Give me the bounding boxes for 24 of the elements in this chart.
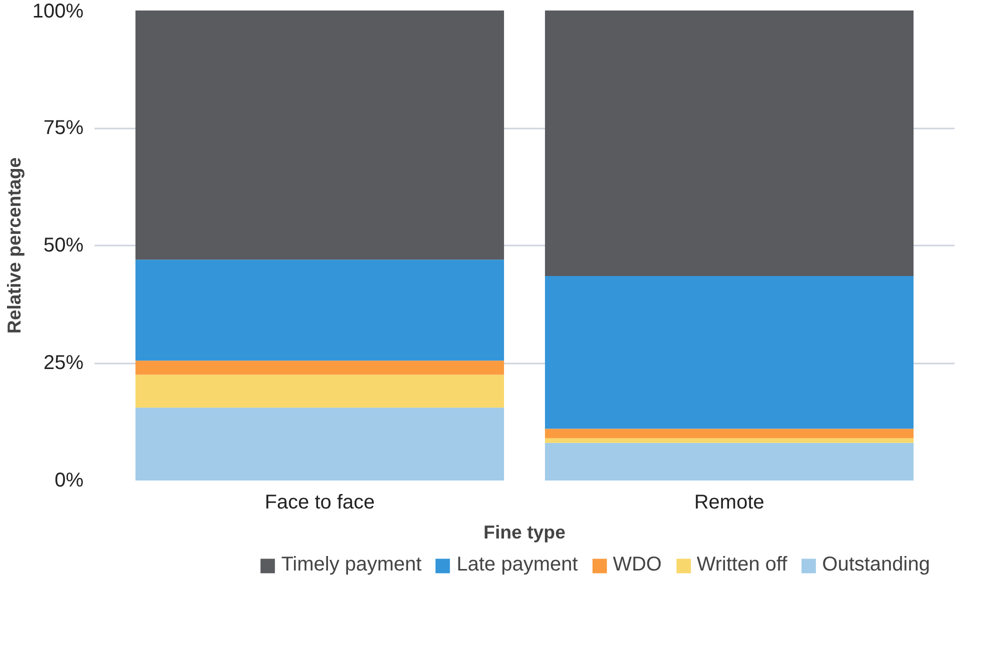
legend-label: Written off <box>696 554 788 576</box>
bar <box>135 260 504 361</box>
y-tick-label: 50% <box>43 234 84 256</box>
bar <box>135 360 504 375</box>
bar <box>544 438 914 443</box>
y-tick-label: 100% <box>32 0 84 22</box>
bar <box>544 442 914 480</box>
legend-label: WDO <box>612 554 662 576</box>
x-axis-title: Fine type <box>484 522 566 542</box>
x-tick-label: Remote <box>694 492 764 514</box>
legend-label: Timely payment <box>281 554 422 576</box>
x-tick-label: Face to face <box>264 492 375 514</box>
bar <box>544 10 914 276</box>
bar <box>544 428 914 438</box>
legend-label: Late payment <box>456 554 578 576</box>
bar <box>135 10 504 260</box>
bar <box>135 374 504 408</box>
y-tick-label: 75% <box>43 117 84 139</box>
y-tick-label: 25% <box>43 352 84 374</box>
y-axis-title: Relative percentage <box>3 157 24 334</box>
bar <box>544 276 914 429</box>
legend-label: Outstanding <box>822 554 930 576</box>
bar <box>135 408 504 480</box>
y-tick-label: 0% <box>54 470 84 492</box>
